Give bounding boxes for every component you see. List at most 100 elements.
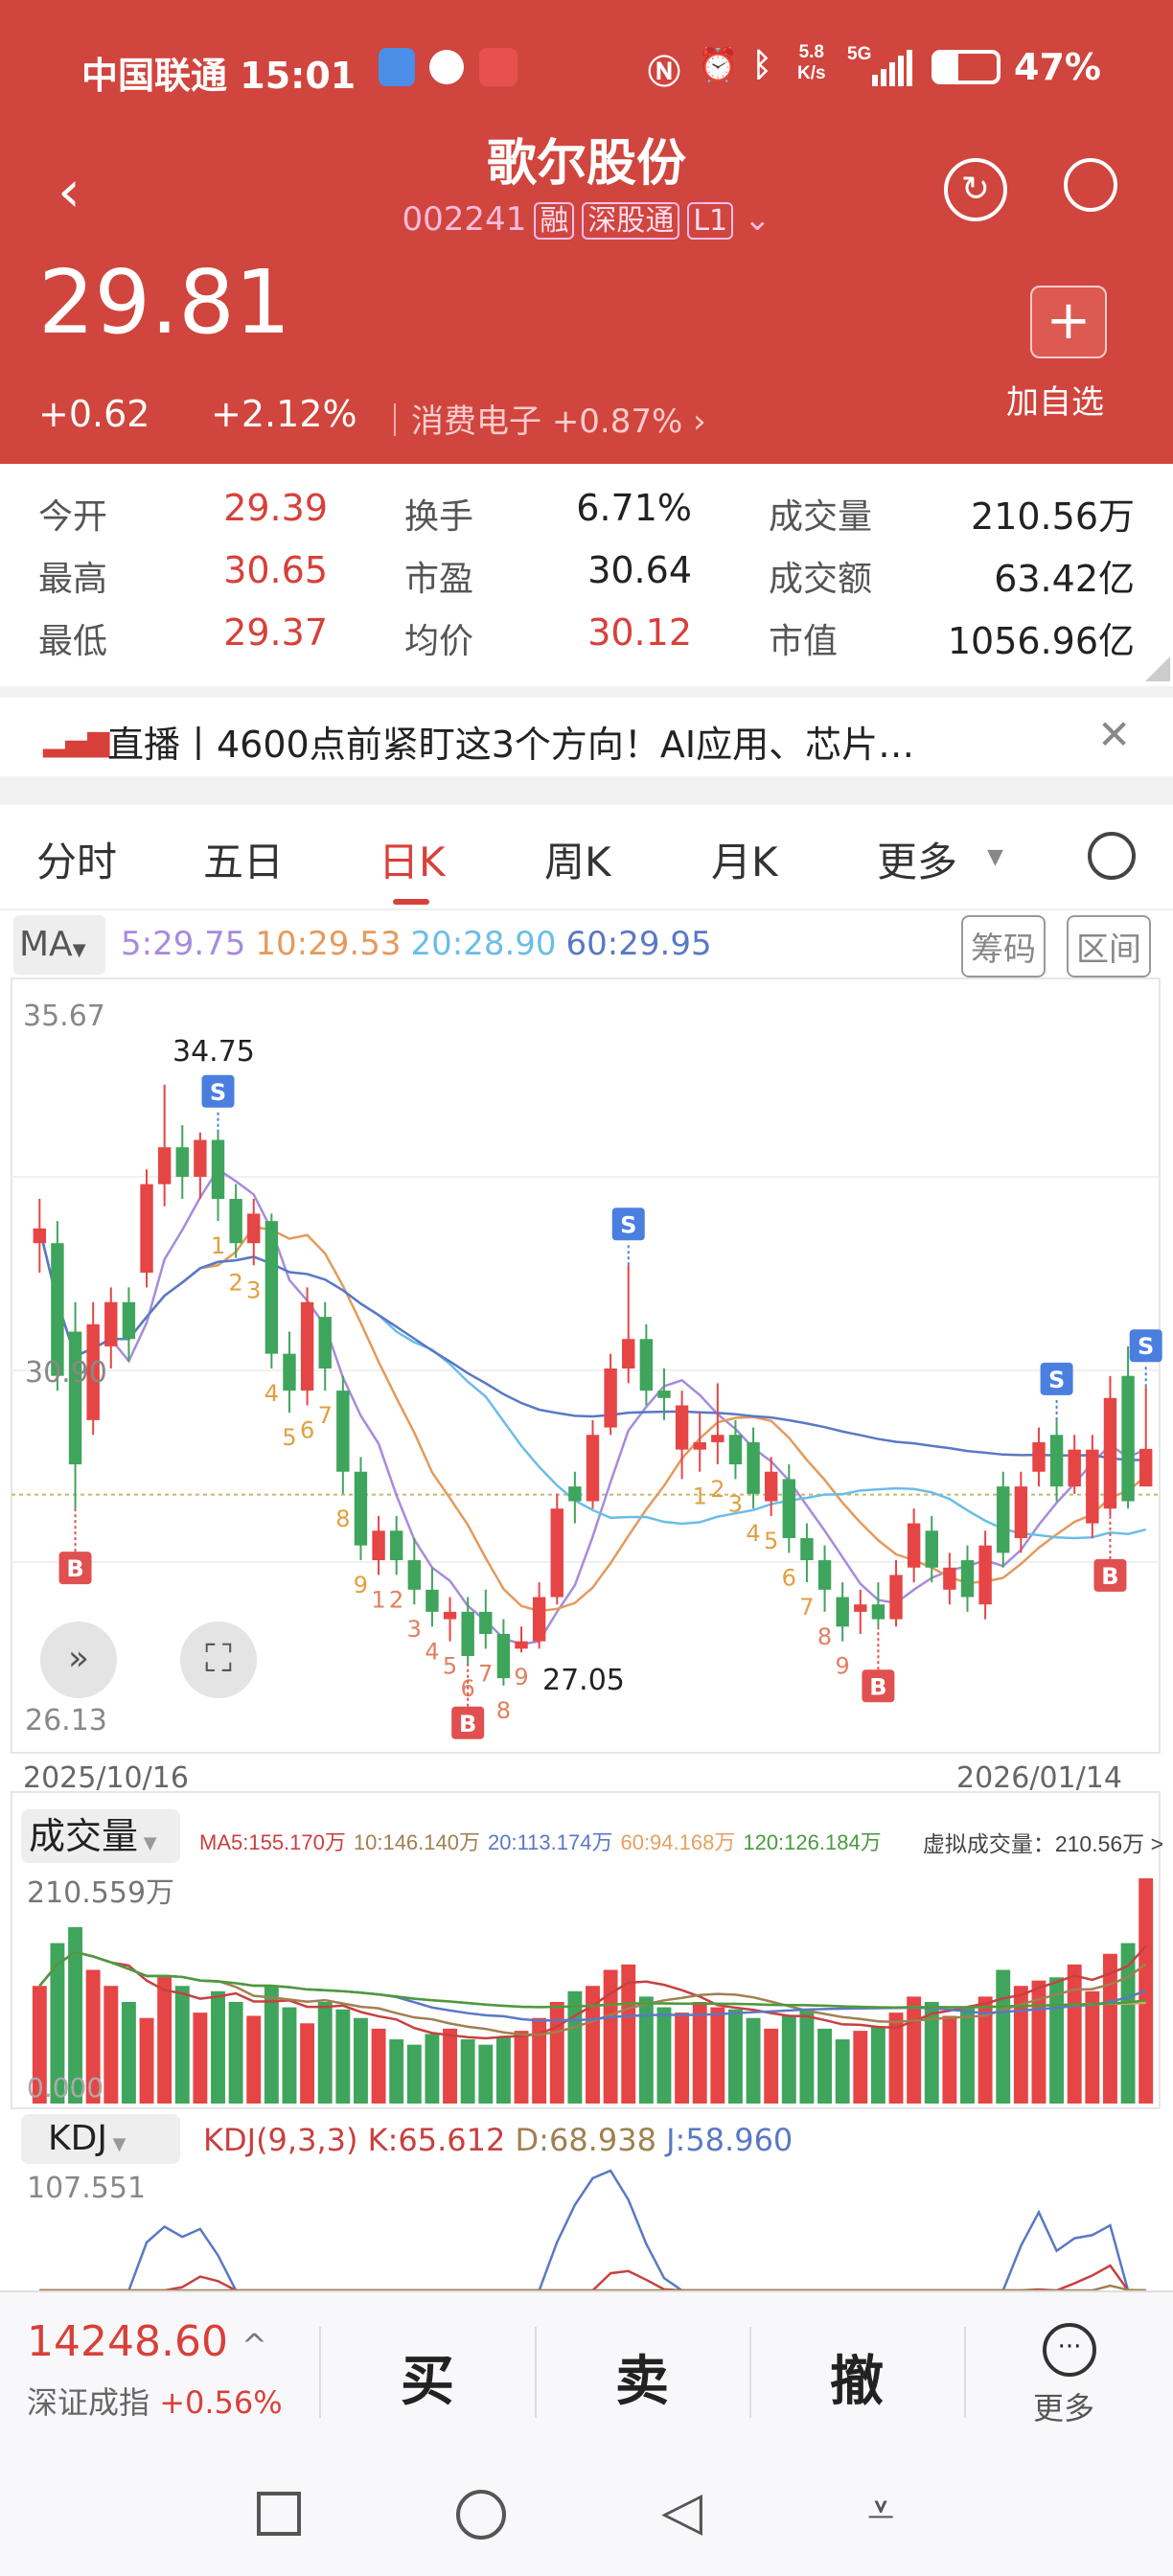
y-max-label: 35.67: [23, 1000, 105, 1033]
stat-value: 29.37: [223, 611, 328, 654]
buy-button[interactable]: 买: [401, 2351, 454, 2413]
candle: [283, 1353, 296, 1392]
sequence-label: 2: [389, 1586, 403, 1613]
kdj-k-value: KDJ(9,3,3) K:65.612: [203, 2122, 506, 2158]
volume-bar: [764, 2028, 779, 2104]
recent-apps-button[interactable]: [257, 2492, 301, 2536]
candle: [157, 1147, 172, 1184]
sell-signal-marker: [201, 1074, 235, 1108]
signal-label: S: [1048, 1367, 1065, 1393]
sequence-label: 3: [246, 1276, 261, 1303]
chevron-down-icon[interactable]: ⌄: [743, 200, 771, 239]
add-watchlist-icon[interactable]: +: [1030, 286, 1107, 358]
candle: [817, 1560, 832, 1590]
candle: [140, 1184, 153, 1273]
volume-bar: [1013, 1986, 1028, 2104]
kdj-j-value: J:58.960: [666, 2122, 794, 2158]
volume-bar: [211, 1990, 225, 2104]
stock-name: 歌尔股份: [486, 135, 686, 193]
volume-bar: [853, 2031, 868, 2104]
stat-label: 今开: [38, 497, 108, 537]
news-text[interactable]: 直播丨4600点前紧盯这3个方向！AI应用、芯片…: [107, 724, 915, 766]
candle: [622, 1339, 635, 1368]
cancel-order-button[interactable]: 撤: [830, 2351, 884, 2413]
back-nav-button[interactable]: ◁: [661, 2480, 703, 2542]
index-widget[interactable]: 14248.60 ^: [27, 2317, 267, 2366]
sequence-label: 4: [746, 1520, 760, 1547]
candle: [86, 1323, 100, 1420]
home-button[interactable]: [456, 2490, 506, 2540]
sequence-label: 2: [228, 1270, 242, 1297]
chip-button[interactable]: 筹码: [961, 915, 1046, 978]
back-icon[interactable]: ‹: [58, 158, 80, 225]
divider: [0, 908, 1173, 910]
sequence-label: 1: [371, 1586, 385, 1613]
ma60-line: [38, 1228, 1146, 1461]
virtual-volume-link[interactable]: 虚拟成交量：210.56万 >: [922, 1831, 1163, 1856]
signal-label: S: [1138, 1333, 1154, 1360]
volume-selector[interactable]: 成交量 ▼: [21, 1809, 180, 1863]
volume-bar: [1120, 1943, 1136, 2104]
carrier-time: 中国联通 15:01: [81, 46, 356, 99]
kdj-max-label: 107.551: [27, 2172, 147, 2205]
candle: [960, 1560, 975, 1598]
ma-selector[interactable]: MA▼: [13, 915, 105, 975]
sell-button[interactable]: 卖: [615, 2351, 669, 2413]
candle: [104, 1301, 118, 1346]
candle: [1086, 1449, 1099, 1524]
kdj-selector[interactable]: KDJ ▼: [21, 2114, 180, 2164]
tab-2[interactable]: 日K: [379, 839, 446, 886]
range-button[interactable]: 区间: [1067, 915, 1151, 978]
tab-0[interactable]: 分时: [36, 839, 118, 886]
tab-4[interactable]: 月K: [711, 839, 778, 886]
sell-signal-marker: [1040, 1362, 1073, 1395]
chevron-up-icon: ^: [241, 2327, 267, 2363]
refresh-icon[interactable]: ↻: [944, 158, 1007, 221]
candle: [426, 1589, 439, 1612]
volume-bar: [996, 1969, 1011, 2104]
add-watchlist-label[interactable]: 加自选: [1006, 383, 1104, 422]
sector-link[interactable]: ｜消费电子 +0.87% ›: [379, 402, 706, 441]
sequence-label: 7: [799, 1594, 814, 1621]
volume-ma-value: 20:113.174万: [487, 1830, 613, 1854]
more-icon[interactable]: ···: [1043, 2323, 1096, 2377]
volume-bar: [478, 2044, 494, 2104]
dropdown-icon: ▼: [987, 845, 1003, 869]
notification-shade-button[interactable]: ⩡: [867, 2482, 895, 2538]
ma-value: 20:28.90: [410, 925, 557, 963]
expand-icon[interactable]: »: [40, 1622, 117, 1698]
volume-bar: [425, 2034, 440, 2104]
divider: [0, 776, 1173, 805]
search-icon[interactable]: [1064, 158, 1117, 212]
volume-bar: [174, 1986, 190, 2104]
sequence-label: 1: [211, 1232, 225, 1259]
volume-bar: [68, 1926, 82, 2104]
fullscreen-icon[interactable]: ⛶: [180, 1622, 257, 1698]
candle: [211, 1139, 225, 1200]
candle: [68, 1331, 82, 1465]
volume-bar: [656, 2007, 672, 2104]
buy-signal-marker: [862, 1669, 895, 1703]
kline-chart[interactable]: 123456789123456789123456789BSSBBSBS: [0, 978, 1173, 2290]
more-label[interactable]: 更多: [1033, 2390, 1095, 2426]
volume-bar: [746, 2017, 761, 2104]
volume-bar: [389, 2039, 404, 2104]
tab-5[interactable]: 更多: [877, 839, 958, 886]
stat-value: 30.64: [587, 549, 692, 591]
close-icon[interactable]: ✕: [1097, 711, 1132, 758]
tab-3[interactable]: 周K: [544, 839, 611, 886]
tab-1[interactable]: 五日: [203, 839, 285, 886]
candle: [978, 1545, 992, 1605]
divider: [0, 686, 1173, 698]
volume-bar: [870, 2026, 886, 2104]
date-start: 2025/10/16: [23, 1761, 189, 1795]
stat-label: 均价: [404, 622, 474, 661]
expand-corner-icon[interactable]: [1145, 656, 1170, 681]
candle: [1014, 1486, 1028, 1538]
candle: [479, 1611, 493, 1634]
volume-bar: [1067, 1964, 1082, 2104]
news-banner[interactable]: ▂▄▆ 直播丨4600点前紧盯这3个方向！AI应用、芯片… ✕: [0, 698, 1173, 776]
stat-value: 30.65: [223, 549, 328, 591]
settings-icon[interactable]: [1088, 832, 1136, 880]
sequence-label: 5: [764, 1528, 778, 1554]
